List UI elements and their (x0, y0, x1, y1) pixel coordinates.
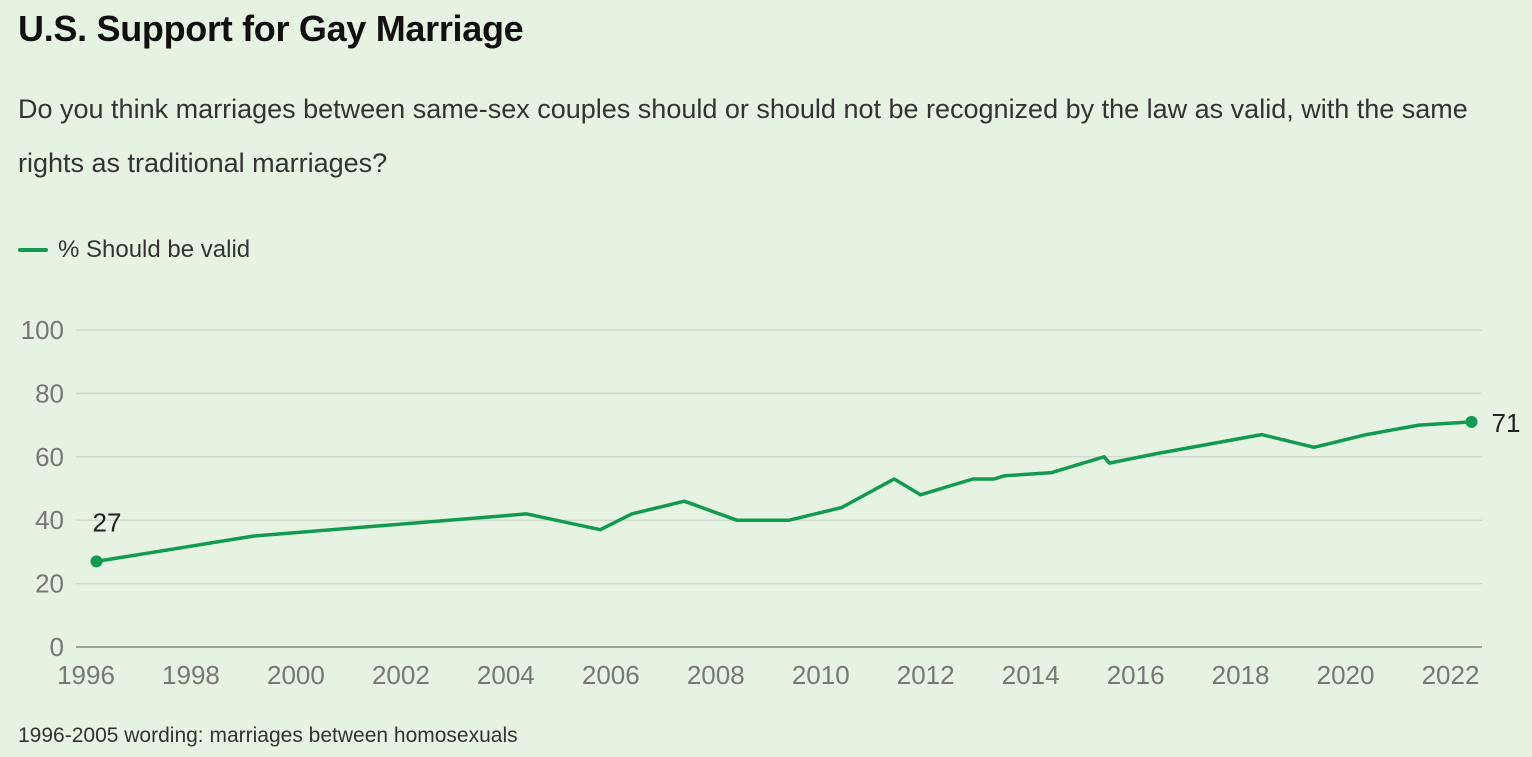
gridlines (76, 329, 1482, 648)
data-point (1465, 415, 1478, 428)
y-tick-label: 80 (35, 378, 64, 408)
y-tick-label: 100 (21, 315, 64, 345)
series-line (94, 420, 1474, 564)
x-tick-label: 2022 (1422, 660, 1480, 690)
footnote: 1996-2005 wording: marriages between hom… (18, 724, 518, 747)
data-point (90, 555, 103, 568)
y-tick-label: 20 (35, 569, 64, 599)
data-label: 71 (1492, 408, 1521, 438)
x-tick-label: 2000 (267, 660, 325, 690)
data-labels: 27 71 (92, 408, 1520, 537)
x-tick-label: 2016 (1107, 660, 1165, 690)
x-tick-label: 2008 (687, 660, 745, 690)
x-tick-label: 2020 (1317, 660, 1375, 690)
y-tick-label: 60 (35, 442, 64, 472)
legend-label: % Should be valid (58, 236, 251, 263)
x-tick-label: 1998 (162, 660, 220, 690)
x-tick-label: 2006 (582, 660, 640, 690)
x-axis-ticks: 1996 1998 2000 2002 2004 2006 2008 2010 2012 2014… (57, 646, 1482, 690)
data-label: 27 (92, 507, 121, 537)
x-tick-label: 2012 (897, 660, 955, 690)
chart-subtitle: Do you think marriages between same-sex … (18, 94, 1468, 178)
x-tick-label: 2010 (792, 660, 850, 690)
x-tick-label: 2018 (1212, 660, 1270, 690)
y-axis-ticks: 0 20 40 60 80 100 (21, 315, 64, 662)
chart-title: U.S. Support for Gay Marriage (18, 8, 524, 49)
legend: % Should be valid (18, 236, 250, 264)
y-tick-label: 40 (35, 505, 64, 535)
y-tick-label: 0 (50, 632, 64, 662)
x-tick-label: 2004 (477, 660, 535, 690)
legend-swatch (18, 248, 48, 252)
x-tick-label: 1996 (57, 660, 115, 690)
series-layer (90, 415, 1478, 568)
x-tick-label: 2014 (1002, 660, 1060, 690)
x-tick-label: 2002 (372, 660, 430, 690)
